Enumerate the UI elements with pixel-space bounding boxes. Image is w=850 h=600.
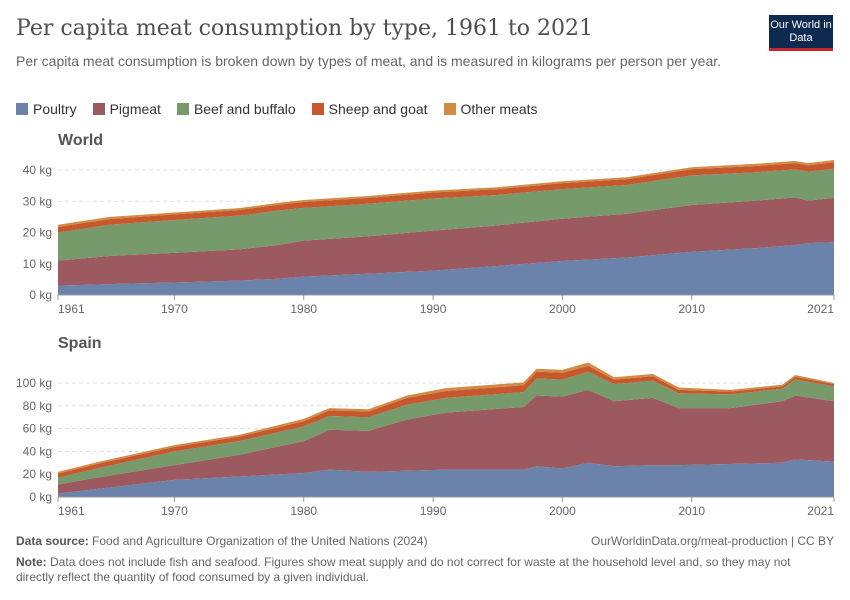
y-tick-label: 30 kg — [23, 194, 52, 208]
area-sheep-and-goat — [58, 162, 834, 233]
x-tick-label: 1970 — [161, 504, 188, 518]
source-text: Food and Agriculture Organization of the… — [92, 534, 428, 548]
legend-label: Beef and buffalo — [193, 101, 296, 117]
swatch — [443, 103, 456, 115]
swatch — [176, 103, 189, 115]
legend-label: Sheep and goat — [328, 101, 428, 117]
x-tick-label: 1961 — [58, 302, 85, 316]
x-tick-label: 2010 — [678, 504, 705, 518]
legend-label: Pigmeat — [109, 101, 161, 117]
legend: Poultry Pigmeat Beef and buffalo Sheep a… — [16, 101, 538, 117]
chart-title: Per capita meat consumption by type, 196… — [16, 16, 594, 41]
x-tick-label: 1990 — [420, 302, 447, 316]
y-tick-label: 0 kg — [29, 288, 52, 302]
area-pigmeat — [58, 197, 834, 286]
owid-logo[interactable]: Our World in Data — [769, 15, 833, 51]
legend-label: Poultry — [33, 101, 77, 117]
legend-beef[interactable]: Beef and buffalo — [176, 101, 296, 117]
x-tick-label: 2000 — [549, 302, 576, 316]
legend-poultry[interactable]: Poultry — [16, 101, 77, 117]
swatch — [92, 103, 105, 115]
y-tick-label: 40 kg — [23, 163, 52, 177]
x-tick-label: 1980 — [290, 504, 317, 518]
note: Note: Data does not include fish and sea… — [16, 555, 791, 584]
y-tick-label: 80 kg — [23, 399, 52, 413]
y-tick-label: 100 kg — [16, 376, 52, 390]
y-tick-label: 10 kg — [23, 257, 52, 271]
area-poultry — [58, 242, 834, 295]
source-url[interactable]: OurWorldinData.org/meat-production | CC … — [591, 534, 834, 548]
x-tick-label: 1980 — [290, 302, 317, 316]
y-tick-label: 40 kg — [23, 444, 52, 458]
swatch — [16, 103, 28, 115]
area-pigmeat — [58, 389, 834, 494]
area-beef-and-buffalo — [58, 168, 834, 261]
y-tick-label: 20 kg — [23, 226, 52, 240]
y-tick-label: 20 kg — [23, 467, 52, 481]
note-text: Data does not include fish and seafood. … — [16, 555, 791, 584]
x-tick-label: 2010 — [678, 302, 705, 316]
legend-label: Other meats — [460, 101, 538, 117]
x-tick-label: 1970 — [161, 302, 188, 316]
area-poultry — [58, 459, 834, 497]
y-tick-label: 0 kg — [29, 490, 52, 504]
swatch — [311, 103, 324, 115]
source: Data source: Food and Agriculture Organi… — [16, 534, 428, 548]
x-tick-label: 1990 — [420, 504, 447, 518]
chart-subtitle: Per capita meat consumption is broken do… — [16, 53, 722, 69]
legend-pigmeat[interactable]: Pigmeat — [92, 101, 161, 117]
legend-sheep[interactable]: Sheep and goat — [311, 101, 428, 117]
legend-other[interactable]: Other meats — [443, 101, 538, 117]
x-tick-label: 2000 — [549, 504, 576, 518]
panel-title: World — [58, 132, 103, 149]
y-tick-label: 60 kg — [23, 422, 52, 436]
x-tick-label: 2021 — [807, 302, 834, 316]
x-tick-label: 2021 — [807, 504, 834, 518]
panel-title: Spain — [58, 335, 102, 352]
x-tick-label: 1961 — [58, 504, 85, 518]
area-other-meats — [58, 160, 834, 227]
